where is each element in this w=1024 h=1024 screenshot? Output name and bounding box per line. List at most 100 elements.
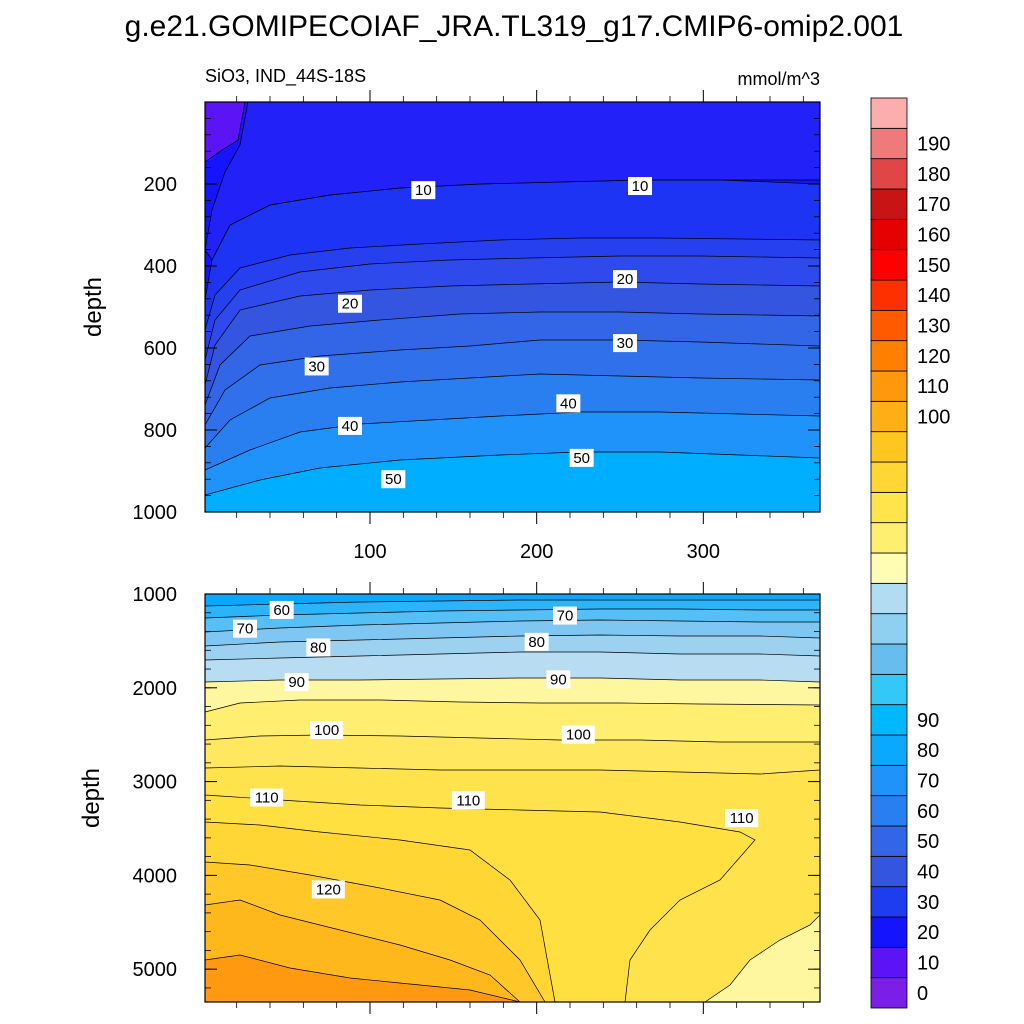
- colorbar: 0 10 20 30 40 50 60 70 80 90 100 110 120 130 140 150 160…: [870, 97, 950, 1009]
- contour-label: 40: [338, 416, 362, 435]
- contour-label: 10: [628, 177, 652, 196]
- lower-y-label: depth: [78, 768, 105, 828]
- colorbar-label: 30: [917, 892, 939, 914]
- colorbar-label: 70: [917, 771, 939, 793]
- contour-label: 80: [306, 638, 331, 657]
- contour-label-text: 110: [730, 810, 754, 827]
- colorbar-label: 0: [917, 983, 928, 1005]
- colorbar-label: 90: [917, 710, 939, 732]
- colorbar-swatch: [870, 522, 908, 554]
- fill-band: [205, 594, 820, 607]
- colorbar-label: 140: [917, 285, 950, 307]
- contour-label-text: 10: [632, 178, 649, 195]
- colorbar-label: 100: [917, 407, 950, 429]
- colorbar-swatch: [870, 582, 908, 615]
- fill-band: [205, 102, 246, 163]
- contour-label: 120: [311, 880, 345, 899]
- colorbar-label: 20: [917, 922, 939, 944]
- x-tick-label: 300: [687, 541, 720, 563]
- colorbar-label: 10: [917, 953, 939, 975]
- colorbar-swatch: [870, 491, 908, 524]
- colorbar-label: 80: [917, 740, 939, 762]
- contour-label: 20: [613, 270, 637, 289]
- contour-label-text: 110: [255, 790, 279, 807]
- colorbar-swatch: [870, 158, 908, 190]
- contour-label-text: 80: [310, 639, 327, 656]
- contour-label: 50: [381, 470, 406, 489]
- contour-label-bg: [338, 416, 362, 435]
- colorbar-swatch: [870, 764, 908, 797]
- contour-label-text: 20: [617, 271, 634, 288]
- colorbar-swatch: [870, 127, 908, 160]
- colorbar-label: 110: [917, 376, 949, 398]
- contour-label-bg: [284, 673, 309, 692]
- contour-label-bg: [725, 809, 759, 828]
- contour-label: 50: [569, 448, 594, 467]
- contour-label-bg: [546, 670, 571, 689]
- upper-ticks: 200 400 600 800 1000 100 200 300: [133, 90, 820, 563]
- colorbar-swatch: [870, 279, 908, 311]
- colorbar-swatch: [870, 734, 908, 766]
- contour-label-bg: [628, 177, 652, 196]
- lower-panel: depth 1000 2000 3000 4000 5000 60 70 70 80 80 90 9…: [78, 582, 821, 1014]
- colorbar-swatch: [870, 855, 908, 888]
- colorbar-swatch: [870, 431, 908, 463]
- contour-label-text: 60: [273, 602, 290, 619]
- y-tick-label: 4000: [133, 865, 178, 887]
- lower-contour-labels: 60 70 70 80 80 90 90 100 100 110 110 110 120: [233, 600, 759, 899]
- contour-label-text: 20: [342, 296, 359, 313]
- upper-contour-fill: [205, 102, 820, 512]
- contour-label-bg: [569, 448, 594, 467]
- contour-label: 30: [304, 357, 329, 376]
- colorbar-swatch: [870, 916, 908, 948]
- contour-label-text: 100: [566, 727, 591, 744]
- y-tick-label: 2000: [133, 678, 178, 700]
- colorbar-label: 60: [917, 801, 939, 823]
- contour-label: 110: [451, 791, 485, 810]
- contour-label-bg: [613, 334, 637, 353]
- colorbar-swatch: [870, 977, 908, 1009]
- contour-label-bg: [613, 270, 637, 289]
- colorbar-swatch: [870, 946, 908, 979]
- contour-label-bg: [306, 638, 331, 657]
- contour-label-bg: [250, 788, 284, 807]
- contour-label-text: 70: [557, 608, 574, 625]
- contour-label-text: 10: [415, 182, 432, 199]
- colorbar-label: 50: [917, 831, 939, 853]
- upper-y-label: depth: [80, 277, 107, 337]
- colorbar-label: 40: [917, 862, 939, 884]
- colorbar-label: 170: [917, 194, 950, 216]
- contour-label-bg: [553, 606, 577, 625]
- lower-ticks: 1000 2000 3000 4000 5000: [133, 582, 820, 1014]
- colorbar-swatch: [870, 643, 908, 675]
- y-tick-label: 3000: [133, 772, 178, 794]
- y-tick-label: 1000: [133, 584, 178, 606]
- colorbar-swatch: [870, 795, 908, 827]
- colorbar-swatch: [870, 886, 908, 918]
- colorbar-label: 150: [917, 255, 950, 277]
- contour-label: 20: [338, 294, 362, 313]
- upper-contour-labels: 10 10 20 20 30 30 40 40 50 50: [304, 177, 652, 489]
- lower-plot-frame: [204, 593, 821, 1003]
- panel-subtitle-left: SiO3, IND_44S-18S: [205, 66, 366, 87]
- contour-label-bg: [561, 725, 595, 744]
- contour-label-bg: [524, 632, 549, 651]
- contour-label-text: 70: [237, 621, 254, 638]
- contour-label: 60: [269, 600, 294, 619]
- chart-title: g.e21.GOMIPECOIAF_JRA.TL319_g17.CMIP6-om…: [125, 10, 904, 43]
- colorbar-swatch: [870, 825, 908, 857]
- contour-label: 30: [613, 334, 637, 353]
- contour-label-text: 40: [560, 395, 577, 412]
- contour-label-text: 100: [314, 722, 339, 739]
- contour-label-bg: [381, 470, 406, 489]
- colorbar-swatch: [870, 673, 908, 706]
- y-tick-label: 5000: [133, 959, 178, 981]
- contour-label-text: 120: [316, 881, 341, 898]
- contour-label: 70: [233, 619, 257, 638]
- colorbar-swatch: [870, 461, 908, 493]
- colorbar-swatch: [870, 370, 908, 402]
- panel-subtitle-right: mmol/m^3: [738, 69, 820, 89]
- colorbar-swatch: [870, 704, 908, 736]
